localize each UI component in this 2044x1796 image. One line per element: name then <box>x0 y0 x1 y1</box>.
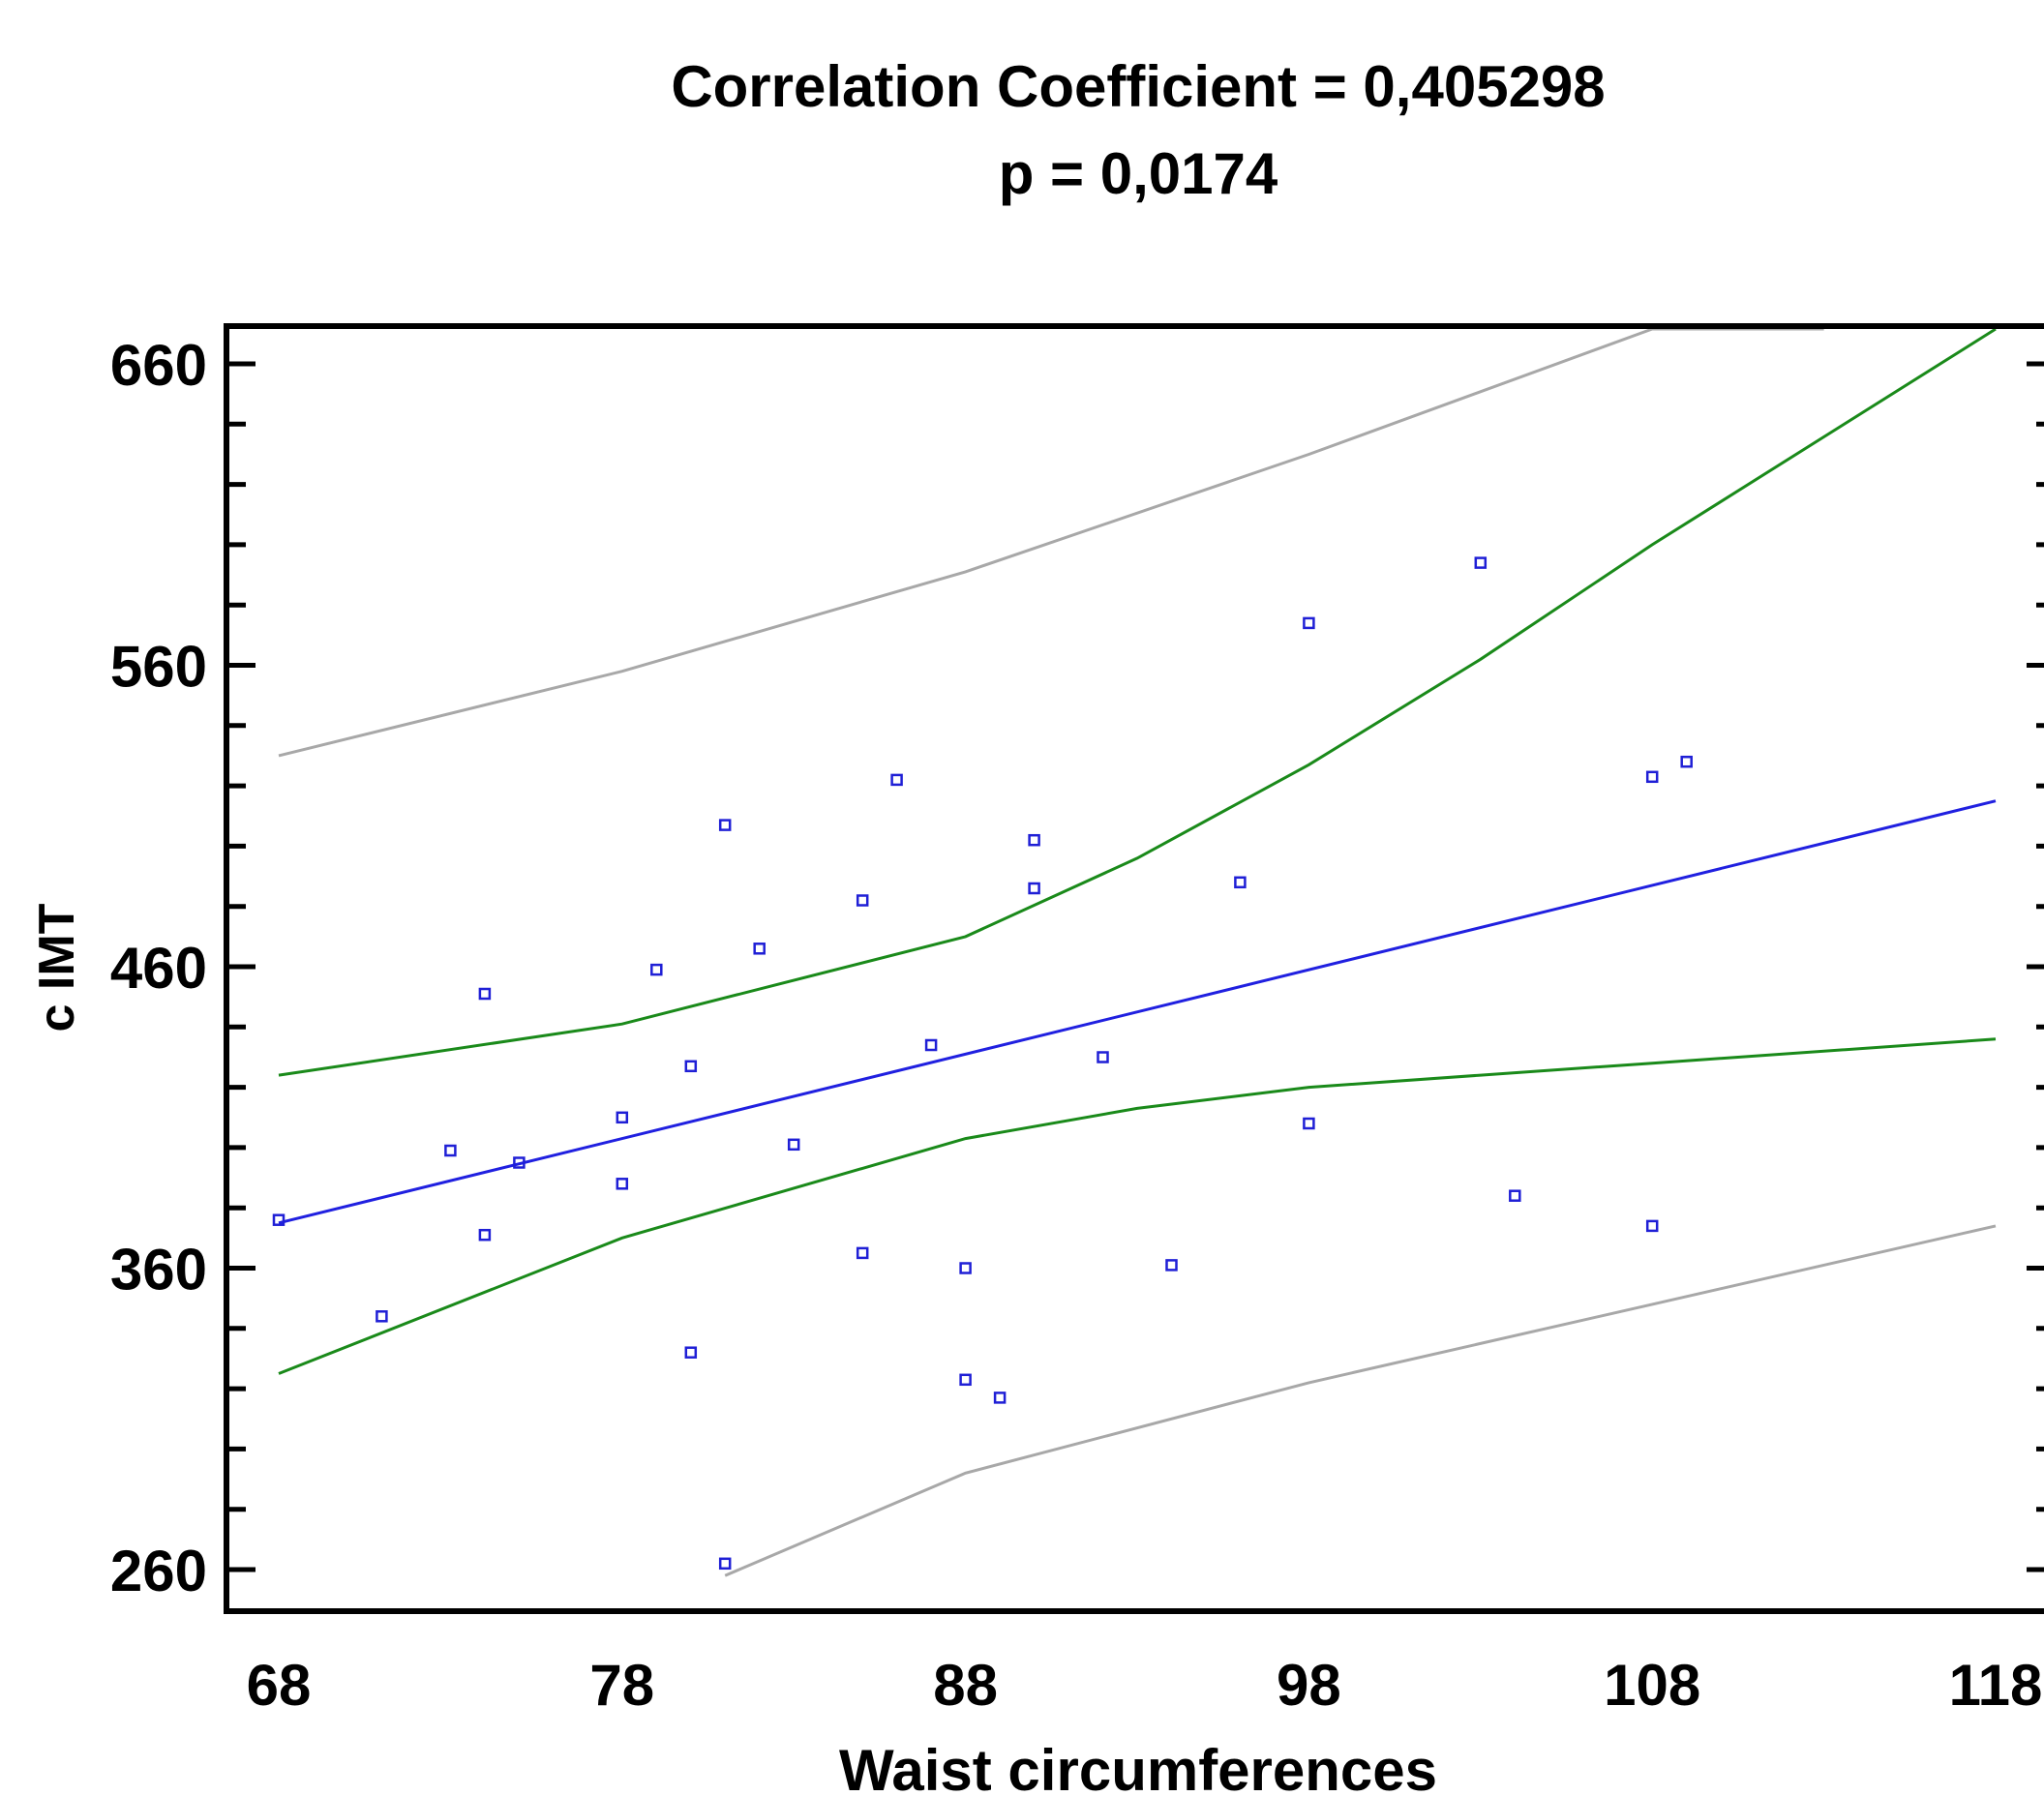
prediction-lower-line <box>724 1224 1997 1577</box>
data-point <box>1097 1051 1109 1063</box>
data-point <box>1303 616 1315 630</box>
x-axis-label: Waist circumferences <box>839 1738 1437 1796</box>
data-point <box>684 1346 698 1359</box>
data-point <box>856 894 869 907</box>
x-tick-label: 68 <box>247 1653 312 1718</box>
x-tick-label: 108 <box>1604 1653 1700 1718</box>
data-point <box>890 773 903 787</box>
data-point <box>272 1213 286 1226</box>
data-point <box>959 1373 972 1387</box>
confidence-lower-line <box>278 1037 1997 1375</box>
y-tick-label: 260 <box>110 1539 207 1603</box>
data-point <box>856 1246 869 1260</box>
data-point <box>1474 556 1488 569</box>
data-point <box>1645 1219 1659 1233</box>
x-tick-label: 88 <box>933 1653 998 1718</box>
regression-line <box>278 799 1997 1225</box>
data-point <box>1509 1189 1521 1202</box>
data-point <box>616 1111 629 1124</box>
data-point <box>959 1262 972 1274</box>
plot-area <box>272 327 1997 1577</box>
x-tick-label: 78 <box>589 1653 654 1718</box>
data-point <box>1234 876 1247 889</box>
data-point <box>513 1156 526 1169</box>
x-tick-label: 98 <box>1277 1653 1341 1718</box>
prediction-upper-line <box>278 327 1824 758</box>
data-point <box>650 963 663 976</box>
data-point <box>1165 1259 1178 1272</box>
data-point <box>993 1392 1007 1404</box>
data-point <box>684 1060 698 1073</box>
data-point <box>478 987 492 1001</box>
data-point <box>478 1228 492 1242</box>
y-axis-label: c IMT <box>29 903 85 1032</box>
data-point <box>1028 882 1040 895</box>
chart-title: Correlation Coefficient = 0,405298 <box>671 54 1605 119</box>
data-point <box>1680 755 1693 768</box>
plot-frame <box>224 323 2044 1614</box>
data-point <box>1645 770 1659 784</box>
data-point <box>718 1557 732 1571</box>
confidence-upper-line <box>278 327 1997 1077</box>
data-point <box>924 1038 938 1052</box>
data-point <box>753 943 766 955</box>
data-point <box>718 819 732 831</box>
data-point <box>1303 1117 1315 1130</box>
y-tick-label: 460 <box>110 936 207 1001</box>
data-point <box>787 1138 800 1152</box>
x-tick-label: 118 <box>1949 1653 2043 1718</box>
y-tick-label: 360 <box>110 1238 207 1302</box>
y-tick-label: 560 <box>110 635 207 700</box>
data-point <box>376 1310 388 1323</box>
chart-subtitle: p = 0,0174 <box>999 141 1278 206</box>
data-point <box>616 1178 629 1190</box>
y-tick-label: 660 <box>110 333 207 398</box>
data-point <box>1028 833 1040 847</box>
axes: 68 78 88 98 108 118 260 360 460 560 660 <box>110 333 2044 1718</box>
data-point <box>444 1144 457 1157</box>
